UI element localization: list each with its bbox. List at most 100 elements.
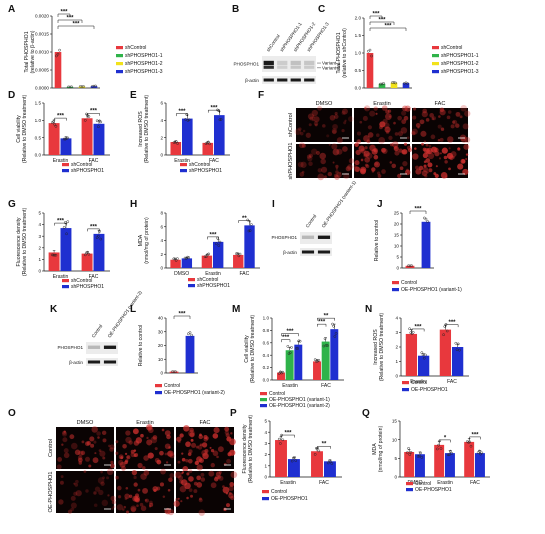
cell-signal	[378, 137, 386, 144]
cell-signal	[200, 477, 206, 482]
data-point	[172, 370, 176, 374]
panel-label-b: B	[232, 4, 239, 15]
data-point	[416, 455, 420, 458]
cell-signal	[355, 149, 361, 156]
blot-row-label: β-actin	[69, 360, 83, 365]
cell-signal	[98, 449, 102, 453]
data-point	[334, 332, 338, 335]
cell-signal	[423, 164, 427, 168]
cell-signal	[188, 449, 193, 454]
cell-signal	[74, 483, 79, 487]
panel-label-k: K	[50, 304, 58, 315]
cell-signal	[190, 494, 194, 498]
cell-signal	[455, 111, 461, 117]
blot-strip	[300, 232, 332, 244]
data-point	[296, 347, 300, 350]
data-point	[204, 255, 208, 258]
data-point	[297, 339, 301, 343]
data-point	[445, 329, 449, 333]
cell-signal	[109, 447, 114, 452]
cell-signal	[100, 470, 103, 474]
cell-signal	[418, 165, 424, 171]
data-point	[218, 240, 222, 244]
cell-signal	[162, 495, 166, 498]
x-tick-label: FAC	[321, 383, 331, 389]
cell-signal	[367, 132, 374, 138]
cell-signal	[425, 143, 429, 147]
y-tick-label: 3	[38, 234, 41, 239]
y-axis-label: Total PHOSPHO1(relative to shControl)	[336, 28, 348, 78]
cell-signal	[226, 458, 231, 464]
cell-signal	[320, 158, 326, 165]
cell-signal	[208, 470, 215, 477]
data-point	[480, 451, 484, 455]
cell-signal	[179, 433, 184, 438]
cell-signal	[364, 107, 367, 110]
y-tick-label: 0.8	[263, 328, 270, 333]
cell-signal	[329, 114, 336, 121]
data-point	[176, 142, 179, 145]
data-point	[392, 81, 396, 84]
data-point	[83, 253, 87, 257]
legend-label: Control	[164, 383, 180, 389]
cell-signal	[137, 488, 141, 492]
cell-signal	[434, 173, 439, 178]
cell-signal	[379, 121, 386, 128]
y-tick-label: 1	[395, 359, 398, 364]
cell-signal	[214, 475, 220, 480]
data-point	[174, 370, 177, 374]
bar	[321, 341, 330, 380]
y-tick-label: 6	[160, 101, 163, 106]
significance-label: **	[242, 216, 247, 222]
cell-signal	[216, 455, 219, 459]
cell-signal	[385, 109, 390, 114]
legend-swatch	[402, 388, 409, 392]
cell-signal	[98, 489, 104, 496]
cell-signal	[146, 439, 153, 446]
bar	[324, 461, 336, 477]
cell-signal	[444, 160, 448, 164]
cell-signal	[92, 457, 99, 464]
significance-label: ***	[72, 22, 80, 28]
cell-signal	[120, 456, 124, 460]
y-tick-label: 0.5	[35, 135, 42, 140]
data-point	[99, 237, 103, 241]
data-point	[238, 252, 242, 256]
data-point	[236, 252, 239, 255]
bar	[202, 142, 214, 155]
cell-signal	[438, 115, 441, 118]
data-point	[99, 120, 103, 124]
cell-signal	[109, 444, 115, 450]
cell-signal	[348, 158, 355, 164]
cell-signal	[459, 115, 463, 119]
blot-band	[87, 360, 101, 364]
cell-signal	[150, 436, 158, 444]
cell-signal	[186, 472, 190, 476]
cell-signal	[403, 115, 409, 121]
cell-signal	[136, 504, 139, 508]
cell-signal	[452, 119, 458, 125]
panel-label-e: E	[130, 90, 137, 101]
significance-label: ***	[57, 114, 65, 120]
data-point	[326, 344, 329, 347]
cell-signal	[424, 174, 428, 178]
cell-signal	[80, 450, 86, 456]
blot-strip	[262, 56, 316, 72]
cell-signal	[437, 124, 442, 129]
cell-signal	[115, 475, 119, 480]
cell-signal	[430, 146, 438, 153]
cell-signal	[440, 127, 445, 131]
cell-signal	[142, 487, 148, 494]
y-tick-label: 0.0010	[35, 50, 49, 55]
cell-signal	[452, 156, 456, 159]
legend-label: shPHOSPHO1-1	[441, 53, 479, 59]
cell-signal	[140, 433, 144, 438]
cell-signal	[230, 471, 238, 479]
cell-signal	[415, 168, 422, 175]
cell-signal	[354, 142, 359, 147]
data-point	[87, 252, 91, 256]
cell-signal	[132, 495, 139, 502]
data-point	[208, 142, 211, 146]
bar	[54, 52, 62, 88]
cell-signal	[199, 443, 203, 447]
